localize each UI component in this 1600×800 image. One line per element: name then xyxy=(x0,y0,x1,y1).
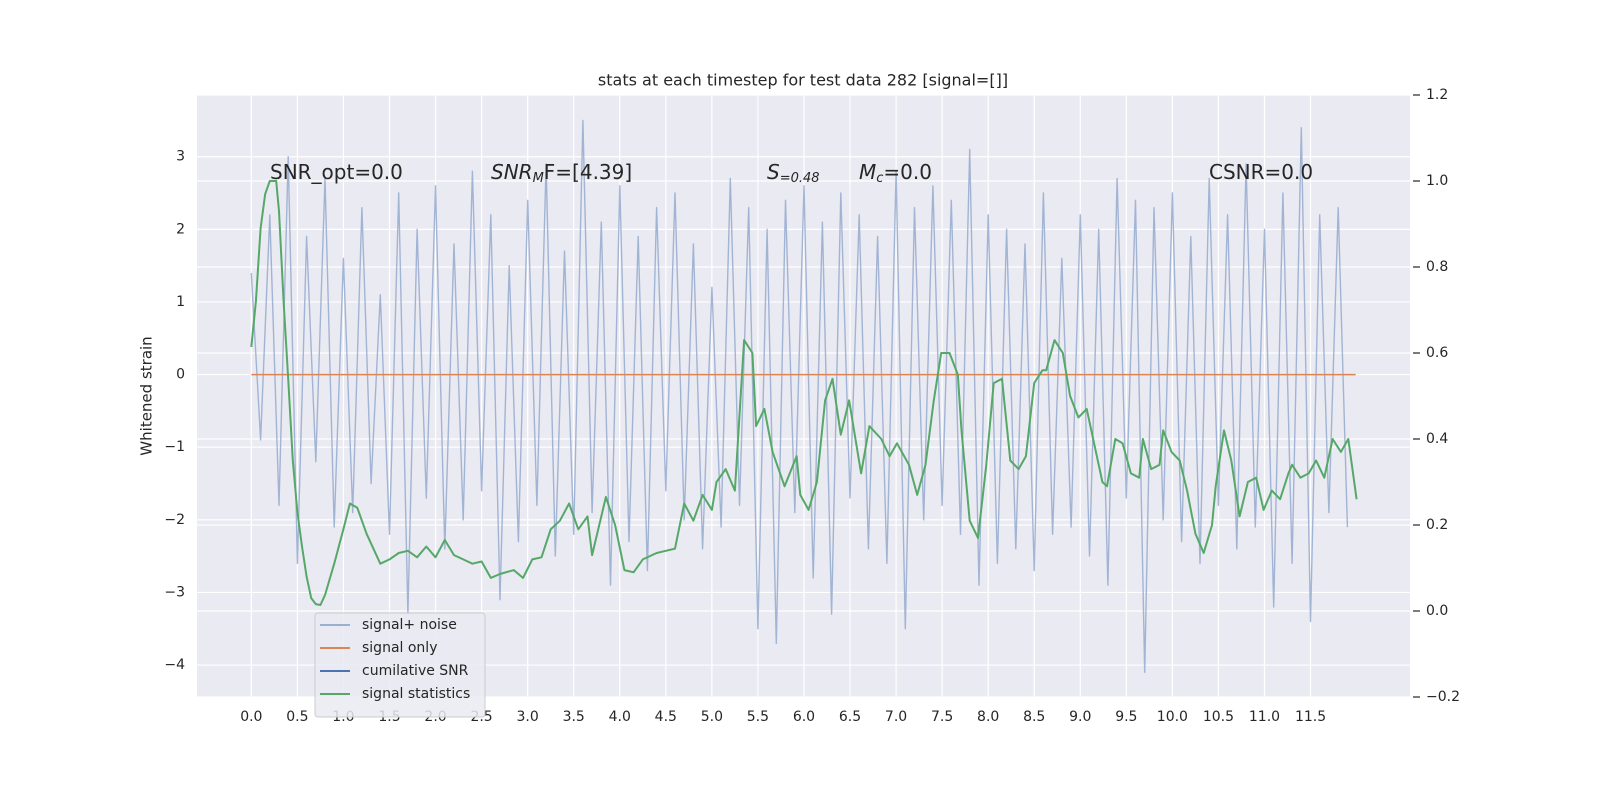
x-tick-label: 3.0 xyxy=(517,709,539,725)
x-tick-label: 8.5 xyxy=(1023,709,1045,725)
annotation-part: CSNR=0.0 xyxy=(1209,160,1313,184)
x-tick-label: 4.0 xyxy=(609,709,631,725)
y2-tick-label: 0.2 xyxy=(1426,517,1448,533)
y-tick-label: 3 xyxy=(176,149,185,165)
y-tick-label: −2 xyxy=(164,512,185,528)
y-tick-label: 1 xyxy=(176,294,185,310)
annotation-part: M xyxy=(859,160,876,184)
legend-label: cumilative SNR xyxy=(362,663,469,679)
x-tick-label: 9.0 xyxy=(1069,709,1091,725)
x-tick-label: 7.0 xyxy=(885,709,907,725)
x-tick-label: 8.0 xyxy=(977,709,999,725)
annotation: SNRMF=[4.39] xyxy=(491,160,632,186)
marks xyxy=(250,119,1358,673)
series-line xyxy=(250,180,1358,606)
y2-tick-label: 1.0 xyxy=(1426,173,1448,189)
y-tick-label: −3 xyxy=(164,584,185,600)
annotation-part: =0.48 xyxy=(780,171,820,186)
annotation-part: M xyxy=(533,171,544,186)
x-tick-label: 3.5 xyxy=(563,709,585,725)
x-tick-label: 5.0 xyxy=(701,709,723,725)
x-tick-label: 9.5 xyxy=(1115,709,1137,725)
annotation-part: F=[4.39] xyxy=(544,160,632,184)
labels: 0.00.51.01.52.02.53.03.54.04.55.05.56.06… xyxy=(164,87,1460,725)
x-tick-label: 10.5 xyxy=(1203,709,1234,725)
annotation: CSNR=0.0 xyxy=(1209,160,1313,184)
legend-label: signal+ noise xyxy=(362,617,457,633)
x-tick-label: 5.5 xyxy=(747,709,769,725)
chart-title: stats at each timestep for test data 282… xyxy=(598,71,1008,90)
annotation: Mc=0.0 xyxy=(859,160,932,186)
legend-label: signal statistics xyxy=(362,686,470,702)
y2-tick-label: 1.2 xyxy=(1426,87,1448,103)
annotation-part: SNR_opt=0.0 xyxy=(270,160,403,184)
x-tick-label: 6.0 xyxy=(793,709,815,725)
y-tick-label: −4 xyxy=(164,657,185,673)
series-line xyxy=(250,119,1349,673)
x-tick-label: 4.5 xyxy=(655,709,677,725)
x-tick-label: 6.5 xyxy=(839,709,861,725)
legend-label: signal only xyxy=(362,640,437,656)
x-tick-label: 11.0 xyxy=(1249,709,1280,725)
y-tick-label: −1 xyxy=(164,439,185,455)
legend: signal+ noise signal only cumilative SNR si… xyxy=(314,612,486,718)
legend-box xyxy=(314,612,486,718)
x-tick-label: 0.0 xyxy=(240,709,262,725)
y2-tick-label: 0.6 xyxy=(1426,345,1448,361)
annotation-part: S xyxy=(767,160,780,184)
x-tick-label: 10.0 xyxy=(1157,709,1188,725)
y2-tick-label: 0.4 xyxy=(1426,431,1448,447)
y-tick-label: 2 xyxy=(176,221,185,237)
y-tick-label: 0 xyxy=(176,367,185,383)
x-tick-label: 11.5 xyxy=(1295,709,1326,725)
y2-tick-label: −0.2 xyxy=(1426,689,1460,705)
annotation-part: c xyxy=(876,171,883,186)
y2-tick-label: 0.8 xyxy=(1426,259,1448,275)
y-axis-label: Whitened strain xyxy=(138,336,156,455)
x-tick-label: 0.5 xyxy=(286,709,308,725)
annotation-part: SNR xyxy=(491,160,533,184)
annotation: SNR_opt=0.0 xyxy=(270,160,403,184)
annotation: S=0.48 xyxy=(767,160,820,186)
y2-tick-label: 0.0 xyxy=(1426,603,1448,619)
annotation-part: =0.0 xyxy=(883,160,932,184)
x-tick-label: 7.5 xyxy=(931,709,953,725)
